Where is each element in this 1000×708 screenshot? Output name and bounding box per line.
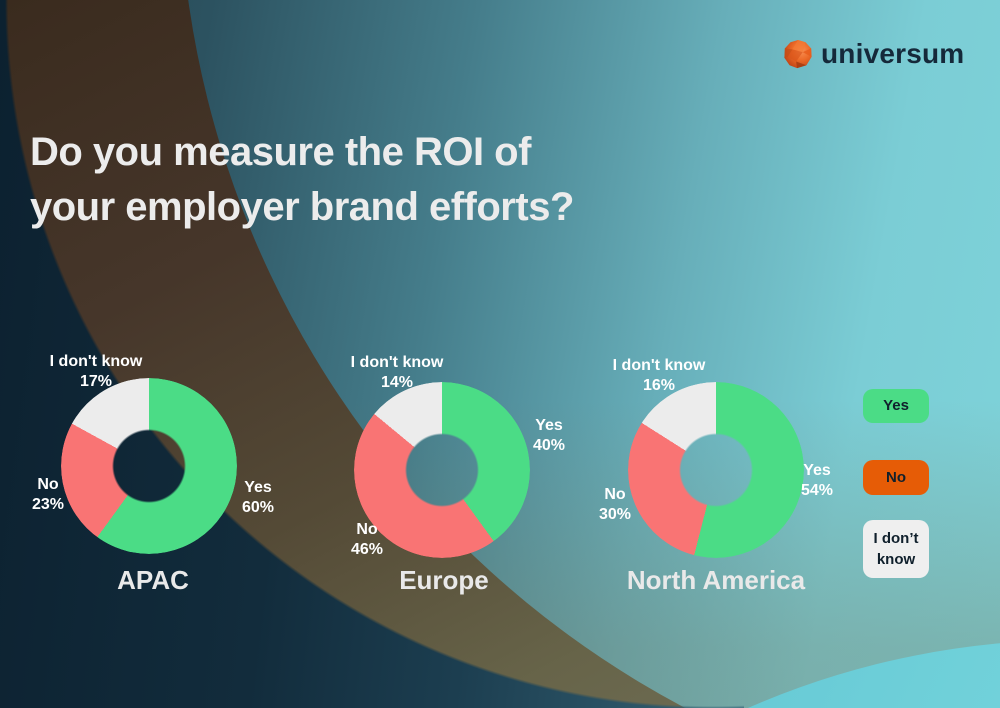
apac-label-i-dont-know: I don't know 17% <box>49 353 143 390</box>
universum-logo: universum <box>783 39 964 69</box>
apac-label-yes: Yes 60% <box>241 479 275 516</box>
page-title: Do you measure the ROI of your employer … <box>30 125 574 235</box>
europe-label-i-dont-know: I don't know 14% <box>350 354 444 391</box>
region-title-apac: APAC <box>117 565 189 595</box>
north-america-label-yes: Yes 54% <box>800 462 834 499</box>
donut-chart-apac <box>61 378 237 554</box>
universum-sphere-icon <box>784 39 812 69</box>
north-america-label-i-dont-know: I don't know 16% <box>612 357 706 394</box>
donut-chart-europe <box>354 382 530 558</box>
europe-label-no: No 46% <box>350 521 384 558</box>
apac-label-no: No 23% <box>31 476 65 513</box>
north-america-label-no: No 30% <box>598 486 632 523</box>
page-title-line2: your employer brand efforts? <box>30 185 574 229</box>
region-title-europe: Europe <box>399 565 489 595</box>
background-navy-arc <box>0 0 744 708</box>
europe-label-yes: Yes 40% <box>532 417 566 454</box>
donut-chart-north-america <box>628 382 804 558</box>
legend-badge-i-dont-know: I don’t know <box>863 520 929 578</box>
region-title-north-america: North America <box>626 565 806 595</box>
universum-wordmark: universum <box>821 38 965 69</box>
legend-badge-no: No <box>863 460 929 495</box>
page-title-line1: Do you measure the ROI of <box>30 130 531 174</box>
legend-badge-yes: Yes <box>863 389 929 423</box>
